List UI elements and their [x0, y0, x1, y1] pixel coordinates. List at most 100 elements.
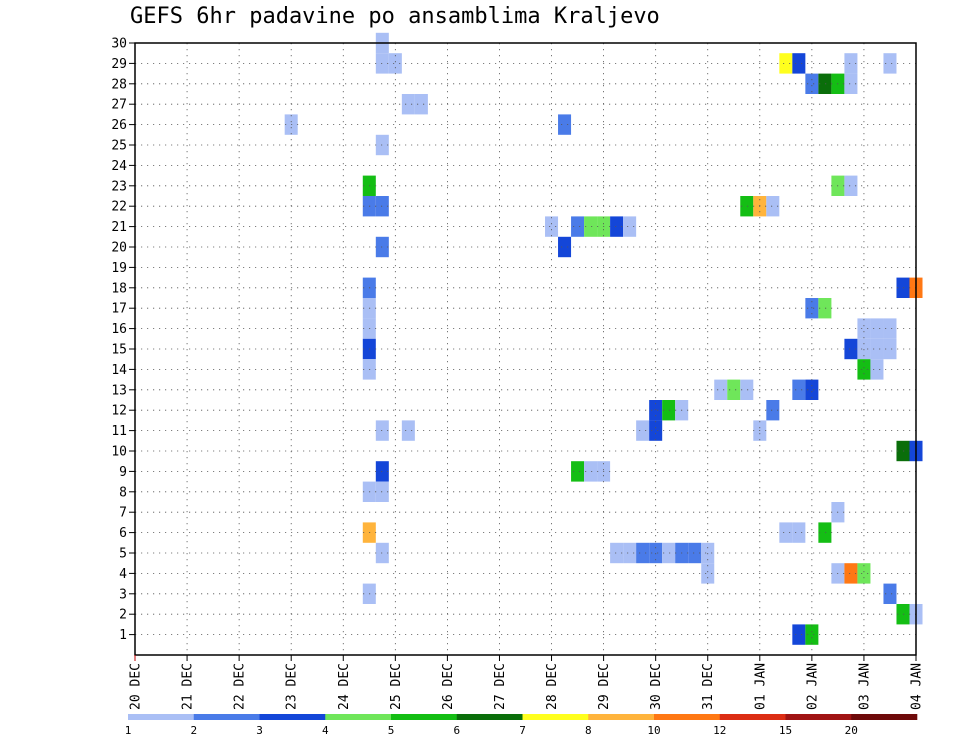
- colorbar-swatch-9: [719, 714, 786, 720]
- y-tick-label-11: 11: [111, 424, 127, 439]
- y-tick-label-19: 19: [111, 261, 127, 276]
- heatmap-cell-28-52: [805, 73, 819, 94]
- heatmap-cell-21-37: [610, 216, 624, 237]
- heatmap-cell-5-41: [662, 542, 676, 564]
- y-tick-label-17: 17: [111, 302, 127, 317]
- heatmap-cell-9-19: [375, 461, 389, 482]
- heatmap-cell-20-19: [375, 236, 389, 258]
- colorbar-label-20: 20: [845, 724, 858, 737]
- y-tick-label-10: 10: [111, 445, 127, 460]
- y-tick-label-1: 1: [119, 628, 127, 643]
- colorbar-label-2: 2: [190, 724, 197, 737]
- y-tick-label-9: 9: [119, 465, 127, 480]
- heatmap-cell-13-51: [792, 379, 806, 400]
- y-tick-label-6: 6: [119, 526, 127, 541]
- heatmap-cell-29-51: [792, 53, 806, 74]
- heatmap-cell-10-59: [896, 440, 910, 462]
- colorbar-label-7: 7: [519, 724, 526, 737]
- y-axis: 1234567891011121314151617181920212223242…: [111, 37, 135, 643]
- heatmap-cell-1-52: [805, 624, 819, 645]
- heatmap-cell-13-46: [727, 379, 741, 400]
- y-tick-label-24: 24: [111, 159, 127, 174]
- x-tick-label-8: 28 DEC: [545, 663, 560, 710]
- colorbar-swatch-1: [193, 714, 260, 720]
- heatmap-cell-28-55: [844, 73, 858, 94]
- heatmap-cell-16-56: [857, 318, 871, 339]
- heatmap-cell-29-50: [779, 53, 793, 74]
- heatmap-cell-25-19: [375, 134, 389, 156]
- heatmap-cell-16-57: [870, 318, 884, 339]
- heatmap-cell-5-39: [636, 542, 650, 564]
- colorbar-label-12: 12: [713, 724, 726, 737]
- plot-grid: [135, 42, 916, 655]
- heatmap-cell-4-56: [857, 563, 871, 584]
- heatmap-cell-16-58: [883, 318, 897, 339]
- y-tick-label-23: 23: [111, 179, 127, 194]
- heatmap-cell-3-58: [883, 583, 897, 604]
- heatmap-cell-6-53: [818, 522, 832, 543]
- heatmap-cell-12-49: [766, 400, 780, 421]
- y-tick-label-2: 2: [119, 608, 127, 623]
- colorbar-swatch-3: [325, 714, 392, 720]
- x-tick-label-12: 01 JAN: [753, 663, 768, 710]
- heatmap-cell-29-58: [883, 53, 897, 74]
- heatmap-cell-21-35: [584, 216, 598, 237]
- heatmap-cell-29-19: [375, 53, 389, 74]
- heatmap-cell-9-35: [584, 461, 598, 482]
- heatmap-cell-9-34: [571, 461, 585, 482]
- heatmap-cell-8-19: [375, 481, 389, 502]
- x-tick-label-10: 30 DEC: [649, 663, 664, 710]
- chart-title: GEFS 6hr padavine po ansamblima Kraljevo: [130, 4, 660, 29]
- x-tick-label-5: 25 DEC: [389, 663, 404, 710]
- y-tick-label-20: 20: [111, 241, 127, 256]
- heatmap-cell-29-55: [844, 53, 858, 74]
- colorbar-swatch-8: [654, 714, 721, 720]
- heatmap-cell-28-53: [818, 73, 832, 94]
- x-tick-label-4: 24 DEC: [337, 663, 352, 710]
- heatmap-cell-11-19: [375, 420, 389, 441]
- heatmap-cell-23-55: [844, 175, 858, 196]
- x-tick-label-13: 02 JAN: [805, 663, 820, 710]
- y-tick-label-28: 28: [111, 77, 127, 92]
- heatmap-cell-29-20: [388, 53, 402, 74]
- heatmap-cell-22-19: [375, 196, 389, 217]
- colorbar-label-8: 8: [585, 724, 592, 737]
- heatmap-cell-1-51: [792, 624, 806, 645]
- heatmap-cell-13-45: [714, 379, 728, 400]
- heatmap-cell-2-59: [896, 604, 910, 625]
- heatmap-cell-21-38: [623, 216, 637, 237]
- x-tick-label-1: 21 DEC: [181, 663, 196, 710]
- heatmap-cell-5-19: [375, 542, 389, 564]
- x-tick-label-6: 26 DEC: [441, 663, 456, 710]
- heatmap-cell-4-55: [844, 563, 858, 584]
- heatmap-cell-13-52: [805, 379, 819, 400]
- x-tick-label-3: 23 DEC: [285, 663, 300, 710]
- heatmap-cell-4-44: [701, 563, 715, 584]
- colorbar-swatch-5: [456, 714, 523, 720]
- heatmap-cell-21-32: [545, 216, 559, 237]
- y-tick-label-22: 22: [111, 200, 127, 215]
- heatmap-cell-6-50: [779, 522, 793, 543]
- heatmap-cell-14-57: [870, 359, 884, 380]
- heatmap-cell-15-57: [870, 338, 884, 360]
- heatmap-cell-17-53: [818, 298, 832, 319]
- heatmap-cell-27-21: [401, 94, 415, 115]
- heatmap-cell-5-38: [623, 542, 637, 564]
- heatmap-cell-11-39: [636, 420, 650, 441]
- y-tick-label-30: 30: [111, 37, 127, 52]
- x-tick-label-2: 22 DEC: [233, 663, 248, 710]
- heatmap-cell-21-34: [571, 216, 585, 237]
- colorbar-label-5: 5: [388, 724, 395, 737]
- y-tick-label-13: 13: [111, 383, 127, 398]
- y-tick-label-12: 12: [111, 404, 127, 419]
- colorbar: 1 2 3 4 5 6 7 8 10 12 15 20: [125, 714, 918, 737]
- y-tick-label-21: 21: [111, 220, 127, 235]
- heatmap-cell-26-33: [558, 114, 572, 135]
- colorbar-label-15: 15: [779, 724, 792, 737]
- y-tick-label-4: 4: [119, 567, 127, 582]
- x-tick-label-9: 29 DEC: [597, 663, 612, 710]
- y-tick-label-7: 7: [119, 506, 127, 521]
- heatmap-cell-11-21: [401, 420, 415, 441]
- heatmap-cell-6-51: [792, 522, 806, 543]
- colorbar-swatch-2: [259, 714, 326, 720]
